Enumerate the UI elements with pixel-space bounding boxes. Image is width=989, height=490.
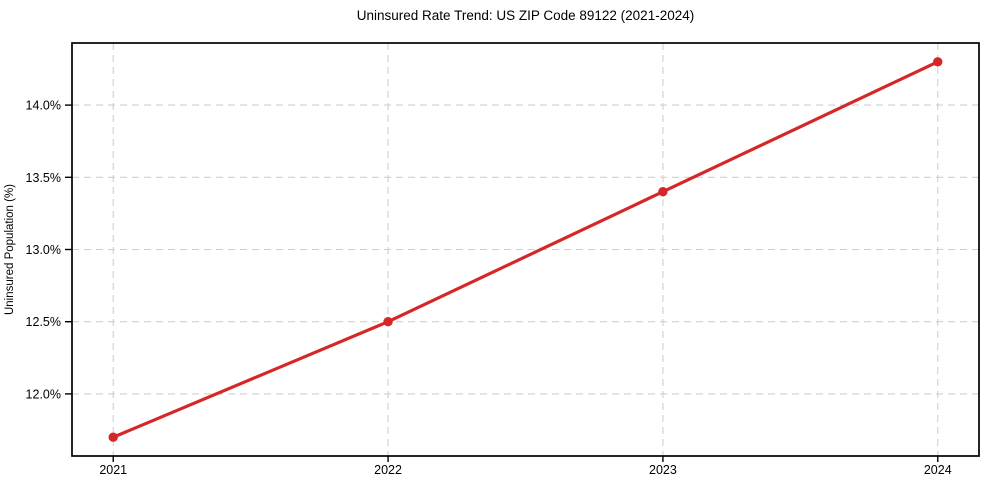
plot-spines — [71, 42, 980, 457]
x-tick-label: 2023 — [649, 463, 677, 477]
x-tick-label: 2021 — [99, 463, 127, 477]
data-point-marker — [383, 317, 393, 327]
y-tick-label: 13.0% — [26, 243, 61, 257]
y-tick-label: 12.0% — [26, 387, 61, 401]
data-point-marker — [658, 187, 668, 197]
y-tick-label: 13.5% — [26, 171, 61, 185]
x-tick-label: 2024 — [924, 463, 952, 477]
trend-line — [111, 60, 940, 439]
y-tick-label: 12.5% — [26, 315, 61, 329]
x-tick-label: 2022 — [374, 463, 402, 477]
data-point-marker — [108, 432, 118, 442]
y-tick-label: 14.0% — [26, 99, 61, 113]
chart-title: Uninsured Rate Trend: US ZIP Code 89122 … — [356, 8, 695, 23]
data-point-marker — [933, 57, 943, 67]
